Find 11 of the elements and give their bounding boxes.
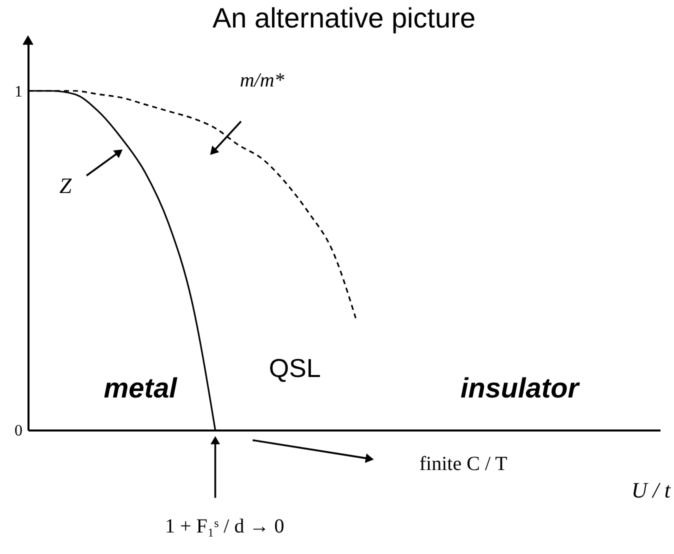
annotation: insulator (460, 372, 581, 404)
text: 1 + F₁ˢ / d → 0 (165, 516, 284, 538)
y-tick-label: 0 (14, 422, 22, 440)
x-axis-title: U / t (631, 478, 672, 502)
annotation: metal (104, 372, 178, 404)
text: Z (59, 172, 72, 198)
y-tick-label: 1 (14, 83, 22, 100)
chart-title: An alternative picture (212, 2, 476, 34)
text: finite C / T (419, 452, 508, 475)
annotation: QSL (268, 352, 321, 383)
text: m/m* (240, 70, 284, 92)
